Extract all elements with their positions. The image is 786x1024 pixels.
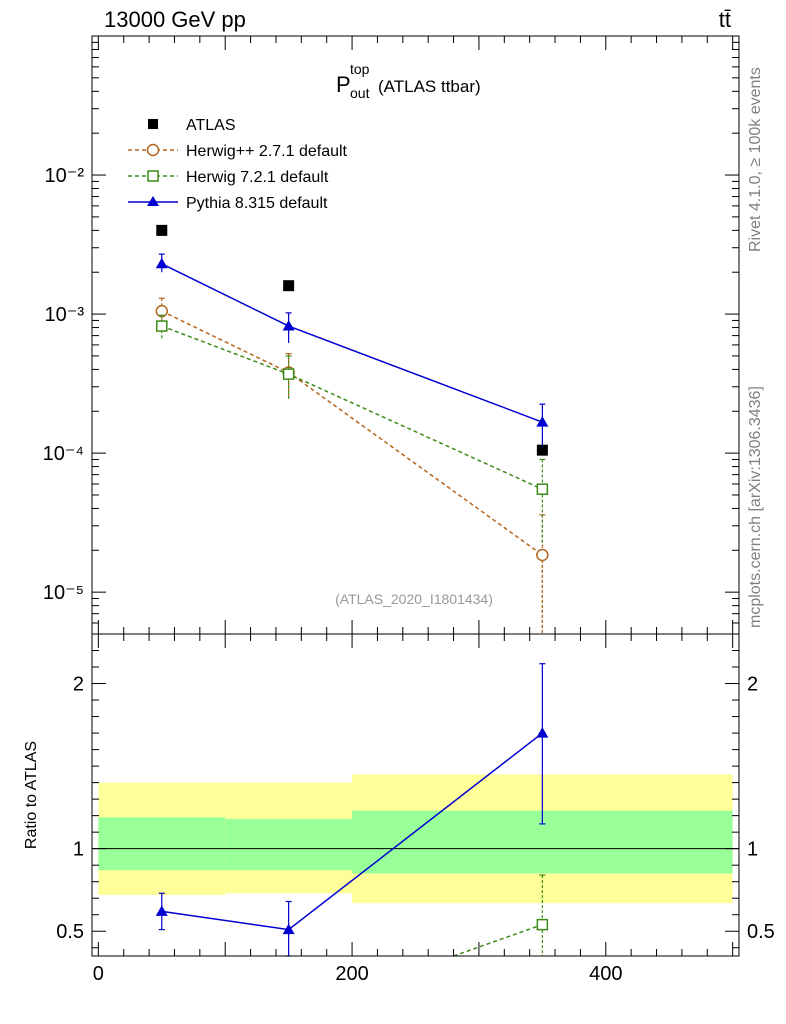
ratio-y-axis-label: Ratio to ATLAS: [23, 741, 40, 849]
legend-label-herwigpp: Herwig++ 2.7.1 default: [186, 143, 348, 160]
ratio-data-point: [282, 923, 295, 935]
main-y-tick-label: 10⁻⁴: [43, 443, 84, 465]
data-point: [282, 320, 295, 331]
data-point: [536, 416, 549, 427]
title-main: P: [336, 72, 351, 97]
ratio-uncertainty-bands: [98, 774, 733, 904]
ratio-series-pythia-8-315-default: [155, 663, 549, 957]
legend-label-pythia: Pythia 8.315 default: [186, 195, 328, 212]
title-subscript: out: [350, 85, 370, 101]
ratio-panel: 0.5 0.5 1 1 2 2 0 200 400 Ratio to ATLAS: [23, 633, 775, 985]
legend-label-herwig7: Herwig 7.2.1 default: [186, 169, 329, 186]
ratio-series-line: [453, 923, 543, 957]
legend-entry-atlas: ATLAS: [148, 117, 236, 134]
ratio-x-tick-label: 200: [335, 963, 368, 985]
ratio-x-tick-label: 0: [93, 963, 104, 985]
ratio-data-point: [155, 905, 168, 916]
ratio-y-tick-label-right: 2: [747, 674, 758, 696]
main-panel: P top out (ATLAS ttbar) (ATLAS_2020_I180…: [43, 35, 740, 635]
energy-label: 13000 GeV pp: [104, 7, 246, 32]
data-point: [282, 368, 295, 380]
ratio-frame: [91, 633, 740, 957]
title-rest: (ATLAS ttbar): [378, 77, 481, 96]
legend-entry-herwig7: Herwig 7.2.1 default: [128, 169, 329, 186]
ratio-y-tick-labels: 0.5 0.5 1 1 2 2: [56, 674, 775, 944]
series-herwig-7-2-1-default: [156, 314, 549, 545]
main-y-tick-labels: 10⁻⁵ 10⁻⁴ 10⁻³ 10⁻²: [43, 165, 85, 604]
process-label: tt̄: [719, 7, 731, 32]
ratio-x-tick-labels: 0 200 400: [93, 963, 623, 985]
series-pythia-8-315-default: [155, 253, 549, 445]
legend-marker-atlas: [148, 119, 158, 129]
ratio-y-tick-label-left: 0.5: [56, 921, 84, 943]
series-herwig-2-7-1-default: [155, 297, 549, 634]
legend: ATLAS Herwig++ 2.7.1 default Herwig 7.2.…: [128, 117, 348, 212]
ratio-series-herwig-7-2-1-default: [453, 874, 549, 957]
main-y-tick-label: 10⁻²: [45, 165, 85, 187]
legend-marker-herwigpp: [146, 143, 160, 157]
data-point: [536, 444, 548, 456]
series-atlas: [156, 224, 548, 456]
data-point: [536, 483, 549, 495]
main-series: [155, 224, 549, 634]
ratio-y-tick-label-right: 0.5: [747, 921, 775, 943]
legend-marker-herwig7: [147, 170, 159, 182]
ratio-x-tick-label: 400: [589, 963, 622, 985]
data-point: [156, 320, 168, 332]
data-point: [283, 280, 295, 292]
series-line: [161, 263, 543, 423]
ratio-y-tick-label-left: 1: [73, 839, 84, 861]
data-point: [536, 548, 549, 562]
legend-label-atlas: ATLAS: [186, 117, 236, 134]
series-line: [161, 310, 543, 556]
band-green: [98, 817, 226, 871]
legend-marker-pythia: [147, 196, 159, 206]
data-point: [155, 257, 168, 269]
rivet-version-label: Rivet 4.1.0, ≥ 100k events: [747, 67, 764, 252]
ratio-data-point: [536, 727, 549, 738]
title-superscript: top: [350, 61, 370, 77]
data-point: [156, 224, 168, 236]
main-y-tick-label: 10⁻⁵: [43, 582, 84, 604]
legend-entry-pythia: Pythia 8.315 default: [128, 195, 328, 212]
ratio-data-point: [536, 918, 549, 931]
ratio-axis-ticks: [92, 634, 739, 956]
band-green: [225, 818, 353, 871]
ratio-y-tick-label-left: 2: [73, 674, 84, 696]
ratio-series: [155, 663, 549, 957]
ratio-y-tick-label-right: 1: [747, 839, 758, 861]
mcplots-label: mcplots.cern.ch [arXiv:1306.3436]: [747, 386, 764, 628]
legend-entry-herwigpp: Herwig++ 2.7.1 default: [128, 143, 348, 160]
main-y-tick-label: 10⁻³: [45, 304, 85, 326]
plot-title: P top out (ATLAS ttbar): [336, 61, 481, 101]
analysis-tag: (ATLAS_2020_I1801434): [335, 591, 493, 607]
